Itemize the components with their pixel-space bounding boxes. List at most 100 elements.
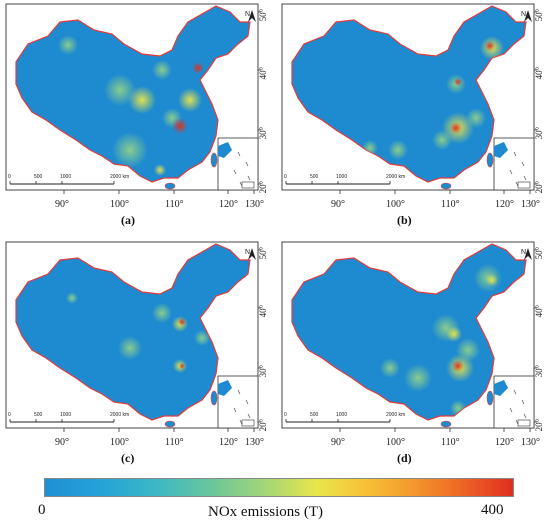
- emission-hotspots: [380, 264, 502, 416]
- china-map-b: N 0 500 1000 2000 km 90° 100° 110° 120° 130° 50° 40…: [281, 3, 543, 210]
- scale-bar: 0 500 1000 2000 km: [8, 412, 129, 423]
- longitude-tick-label: 120°: [219, 437, 238, 448]
- latitude-tick-label: 40°: [258, 304, 267, 317]
- emission-hotspot: [466, 108, 486, 128]
- longitude-tick-label: 130°: [245, 199, 264, 210]
- south-china-sea-inset: [217, 137, 259, 191]
- emission-hotspot: [380, 358, 400, 378]
- panel-label-c: (c): [121, 451, 135, 465]
- north-arrow-icon: N: [521, 248, 532, 260]
- north-label: N: [521, 11, 526, 18]
- panel-label-a: (a): [121, 213, 135, 227]
- panel-label-b: (b): [397, 213, 412, 227]
- south-china-sea-inset: [217, 375, 259, 429]
- south-china-sea-inset: [493, 137, 535, 191]
- emission-hotspot: [179, 363, 185, 369]
- latitude-tick-label: 30°: [258, 126, 267, 139]
- map-panel-b: N 0 500 1000 2000 km 90° 100° 110° 120° 130° 50° 40…: [278, 0, 543, 230]
- taiwan-island: [486, 152, 494, 168]
- emission-hotspot: [446, 326, 462, 342]
- colorbar-min-label: 0: [38, 502, 46, 518]
- longitude-tick-label: 120°: [495, 437, 514, 448]
- emission-hotspot: [118, 336, 142, 360]
- emission-hotspot: [66, 292, 78, 304]
- emission-hotspot: [128, 86, 156, 114]
- latitude-tick-label: 20°: [258, 180, 267, 193]
- scale-bar-label: 0: [8, 412, 11, 418]
- scale-bar-label: 1000: [60, 412, 71, 418]
- latitude-tick-label: 20°: [258, 418, 267, 431]
- emission-hotspot: [154, 164, 166, 176]
- emission-hotspot: [404, 364, 432, 392]
- north-arrow-icon: N: [521, 10, 532, 22]
- scale-bar-label: 500: [310, 174, 319, 180]
- panel-label-d: (d): [397, 451, 412, 465]
- scale-bar-label: 500: [310, 412, 319, 418]
- scale-bar: 0 500 1000 2000 km: [284, 174, 405, 185]
- emission-hotspot: [432, 130, 452, 150]
- latitude-tick-label: 30°: [534, 126, 543, 139]
- scale-bar-label: 1000: [336, 174, 347, 180]
- longitude-tick-label: 110°: [165, 199, 184, 210]
- north-label: N: [521, 249, 526, 256]
- latitude-tick-label: 50°: [534, 246, 543, 259]
- south-china-sea-inset: [493, 375, 535, 429]
- latitude-tick-label: 40°: [534, 66, 543, 79]
- emission-hotspot: [152, 303, 172, 323]
- emission-hotspot: [388, 140, 408, 160]
- emission-hotspot: [112, 132, 148, 168]
- latitude-tick-label: 50°: [258, 246, 267, 259]
- colorbar: 0 NOx emissions (T) 400: [38, 478, 514, 528]
- emission-hotspots: [362, 36, 504, 160]
- emission-hotspot: [178, 318, 186, 326]
- scale-bar-label: 0: [8, 174, 11, 180]
- longitude-tick-label: 90°: [331, 437, 345, 448]
- scale-bar: 0 500 1000 2000 km: [284, 412, 405, 423]
- north-label: N: [245, 11, 250, 18]
- latitude-tick-label: 50°: [258, 8, 267, 21]
- china-map-d: N 0 500 1000 2000 km 90° 100° 110° 120° 130° 50° 40…: [281, 241, 543, 448]
- hainan-island: [164, 182, 176, 190]
- hainan-island: [164, 420, 176, 428]
- scale-bar-label: 2000 km: [386, 174, 405, 180]
- emission-hotspot: [450, 122, 462, 134]
- scale-bar: 0 500 1000 2000 km: [8, 174, 129, 185]
- scale-bar-label: 2000 km: [386, 412, 405, 418]
- longitude-tick-label: 130°: [521, 199, 540, 210]
- emission-hotspot: [485, 41, 495, 51]
- longitude-tick-label: 100°: [110, 437, 129, 448]
- longitude-tick-label: 110°: [165, 437, 184, 448]
- longitude-tick-label: 130°: [521, 437, 540, 448]
- emission-hotspots: [66, 292, 210, 373]
- map-panel-c: N 0 500 1000 2000 km 90° 100° 110° 120° 130° 50° 40…: [2, 238, 267, 468]
- latitude-tick-label: 30°: [534, 364, 543, 377]
- latitude-tick-label: 20°: [534, 180, 543, 193]
- colorbar-title: NOx emissions (T): [208, 504, 323, 520]
- longitude-tick-label: 90°: [55, 199, 69, 210]
- emission-hotspot: [454, 78, 462, 86]
- scale-bar-label: 2000 km: [110, 412, 129, 418]
- map-panel-a: N 0 500 1000 2000 km 90° 100° 110° 120° 130° 50° 40…: [2, 0, 267, 230]
- longitude-tick-label: 120°: [219, 199, 238, 210]
- colorbar-max-label: 400: [481, 502, 504, 518]
- scale-bar-label: 0: [284, 174, 287, 180]
- latitude-tick-label: 50°: [534, 8, 543, 21]
- north-arrow-icon: N: [245, 10, 256, 22]
- latitude-tick-label: 40°: [258, 66, 267, 79]
- scale-bar-label: 1000: [60, 174, 71, 180]
- emission-hotspot: [152, 60, 172, 80]
- longitude-tick-label: 90°: [55, 437, 69, 448]
- taiwan-island: [210, 152, 218, 168]
- emission-hotspot: [192, 62, 204, 74]
- longitude-tick-label: 100°: [386, 437, 405, 448]
- emission-hotspot: [486, 274, 498, 286]
- emission-hotspot: [194, 330, 210, 346]
- longitude-tick-label: 110°: [441, 437, 460, 448]
- china-map-a: N 0 500 1000 2000 km 90° 100° 110° 120° 130° 50° 40…: [5, 3, 267, 210]
- scale-bar-label: 1000: [336, 412, 347, 418]
- latitude-tick-label: 40°: [534, 304, 543, 317]
- scale-bar-label: 0: [284, 412, 287, 418]
- latitude-tick-label: 30°: [258, 364, 267, 377]
- emission-hotspot: [178, 88, 202, 112]
- colorbar-gradient: [44, 478, 514, 497]
